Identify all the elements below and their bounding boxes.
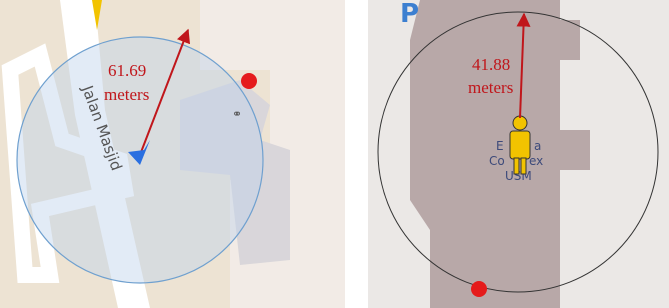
distance-unit: meters <box>468 78 513 97</box>
left-map: ⚭ 61.69 meters Jalan Masjid <box>0 0 345 308</box>
poi-label: a <box>534 139 541 153</box>
svg-text:⚭: ⚭ <box>232 107 242 121</box>
distance-unit: meters <box>104 85 149 104</box>
map-letter: P <box>400 0 419 29</box>
right-map: P E a Co ex USM 41.88 meters <box>368 0 669 308</box>
poi-label: E <box>496 139 504 153</box>
distance-value: 61.69 <box>108 61 146 80</box>
distance-value: 41.88 <box>472 55 510 74</box>
poi-label: ex <box>529 154 543 168</box>
poi-label: Co <box>489 154 505 168</box>
screenshot: ⚭ 61.69 meters Jalan Masjid P E a Co ex … <box>0 0 669 308</box>
